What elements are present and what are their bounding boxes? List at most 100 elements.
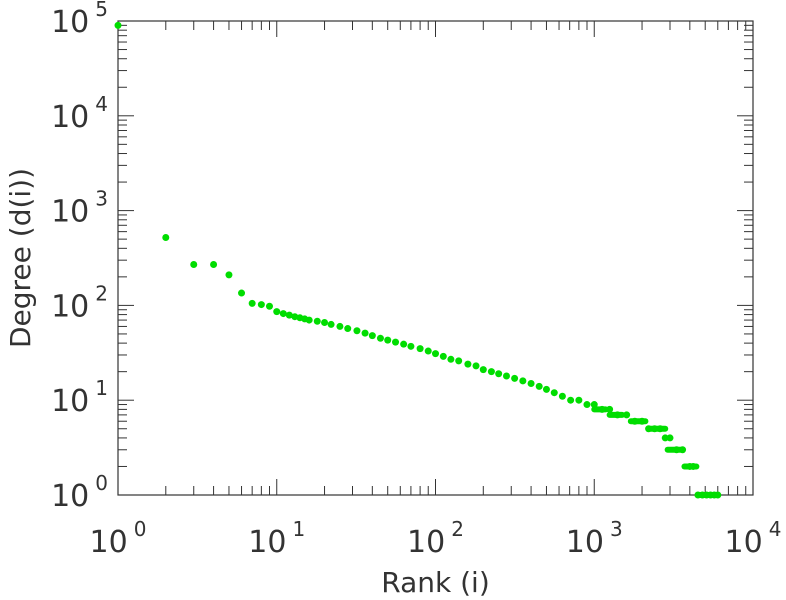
x-tick-base: 10 xyxy=(248,525,286,560)
data-point xyxy=(535,382,543,390)
data-point xyxy=(361,329,369,337)
data-point xyxy=(673,446,681,454)
data-point xyxy=(265,302,273,310)
y-tick-exponent: 2 xyxy=(95,281,108,305)
data-point xyxy=(656,425,664,433)
x-tick-base: 10 xyxy=(407,525,445,560)
data-point xyxy=(248,299,256,307)
data-point xyxy=(606,405,614,413)
data-point xyxy=(368,332,376,340)
data-point xyxy=(238,289,246,297)
x-tick-exponent: 0 xyxy=(134,517,147,541)
x-tick-base: 10 xyxy=(90,525,128,560)
data-point xyxy=(527,380,535,388)
data-points xyxy=(114,21,722,499)
y-tick-base: 10 xyxy=(51,384,89,419)
data-point xyxy=(689,462,697,470)
data-point xyxy=(439,352,447,360)
data-point xyxy=(679,446,687,454)
plot-frame xyxy=(117,20,754,496)
data-point xyxy=(598,405,606,413)
data-point xyxy=(479,366,487,374)
data-point xyxy=(714,491,722,499)
y-tick-exponent: 1 xyxy=(95,376,108,400)
y-tick-base: 10 xyxy=(51,5,89,40)
data-point xyxy=(416,345,424,353)
data-point xyxy=(542,385,550,393)
y-tick-exponent: 4 xyxy=(95,92,108,116)
data-point xyxy=(651,425,659,433)
data-point xyxy=(336,322,344,330)
y-tick-label: 10 0 xyxy=(51,471,108,514)
data-point xyxy=(327,320,335,328)
x-tick-base: 10 xyxy=(566,525,604,560)
y-tick-base: 10 xyxy=(51,289,89,324)
y-tick-label: 10 5 xyxy=(51,0,108,40)
x-tick-exponent: 1 xyxy=(292,517,305,541)
data-point xyxy=(190,261,198,269)
data-point xyxy=(631,417,639,425)
y-tick-exponent: 5 xyxy=(95,0,108,21)
data-point xyxy=(511,374,519,382)
y-tick-label: 10 4 xyxy=(51,92,108,135)
data-point xyxy=(305,316,313,324)
data-point xyxy=(575,396,583,404)
data-point xyxy=(279,310,287,318)
data-point xyxy=(273,308,281,316)
data-point xyxy=(472,362,480,370)
data-point xyxy=(666,434,674,442)
y-tick-base: 10 xyxy=(51,195,89,230)
data-point xyxy=(407,342,415,350)
data-point xyxy=(285,311,293,319)
data-point xyxy=(567,396,575,404)
x-axis-label: Rank (i) xyxy=(381,566,490,599)
x-tick-label: 10 1 xyxy=(248,517,305,560)
data-point xyxy=(344,325,352,333)
data-point xyxy=(519,377,527,385)
data-point xyxy=(645,425,653,433)
data-point xyxy=(590,401,598,409)
data-point xyxy=(392,338,400,346)
data-point xyxy=(400,340,408,348)
x-tick-exponent: 2 xyxy=(451,517,464,541)
x-tick-label: 10 4 xyxy=(725,517,782,560)
y-tick-base: 10 xyxy=(51,100,89,135)
data-point xyxy=(487,368,495,376)
data-point xyxy=(376,334,384,342)
data-point xyxy=(257,301,265,309)
x-tick-exponent: 4 xyxy=(769,517,782,541)
y-axis-label: Degree (d(i)) xyxy=(4,168,37,348)
y-tick-label: 10 3 xyxy=(51,187,108,230)
plot-layer: 10 0 10 1 10 2 10 3 10 410 010 110 210 310 410 5 xyxy=(51,0,781,560)
data-point xyxy=(447,355,455,363)
y-tick-exponent: 0 xyxy=(95,471,108,495)
data-point xyxy=(225,271,233,279)
data-point xyxy=(623,411,631,419)
data-point xyxy=(432,350,439,358)
data-point xyxy=(114,21,122,29)
data-point xyxy=(313,317,321,325)
data-point xyxy=(464,360,472,368)
x-tick-label: 10 2 xyxy=(407,517,464,560)
data-point xyxy=(384,336,392,344)
x-tick-label: 10 3 xyxy=(566,517,623,560)
data-point xyxy=(550,389,558,397)
data-point xyxy=(321,319,329,327)
y-tick-label: 10 2 xyxy=(51,281,108,324)
data-point xyxy=(502,372,510,380)
x-tick-label: 10 0 xyxy=(90,517,147,560)
x-tick-exponent: 3 xyxy=(610,517,623,541)
tick-marks xyxy=(117,20,754,496)
data-point xyxy=(424,347,432,355)
data-point xyxy=(353,327,361,335)
data-point xyxy=(455,357,463,365)
x-tick-base: 10 xyxy=(725,525,763,560)
data-point xyxy=(162,234,170,242)
data-point xyxy=(210,261,218,269)
data-point xyxy=(638,417,646,425)
data-point xyxy=(558,392,566,400)
y-tick-exponent: 3 xyxy=(95,187,108,211)
data-point xyxy=(613,411,621,419)
